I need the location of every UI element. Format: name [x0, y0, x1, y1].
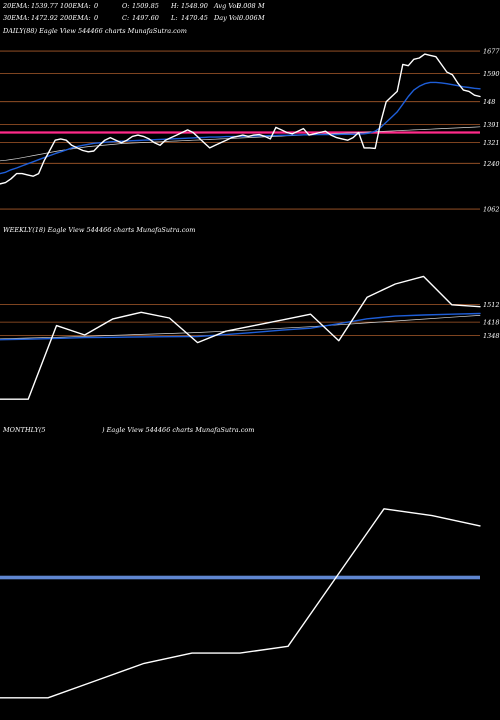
monthly-panel-title-right: ) Eagle View 544466 charts MunafaSutra.c… — [101, 426, 254, 434]
weekly-level-label: 1348 — [483, 332, 500, 340]
daily-panel-title: DAILY(88) Eagle View 544466 charts Munaf… — [2, 27, 187, 35]
ema200-label: 200EMA: — [59, 14, 91, 22]
ema100-label: 100EMA: — [60, 2, 91, 10]
daily-level-label: 1391 — [483, 121, 500, 129]
open-value: 1509.85 — [132, 2, 159, 10]
daily-level-label: 1062 — [483, 206, 500, 214]
weekly-panel: WEEKLY(18) Eagle View 544466 charts Muna… — [0, 226, 500, 400]
weekly-panel-title: WEEKLY(18) Eagle View 544466 charts Muna… — [3, 226, 195, 234]
ema100-value: 0 — [94, 2, 98, 10]
weekly-ema-blue-line — [0, 312, 481, 341]
daily-levels: 1677 1590 148 1391 1321 1240 1062 — [0, 48, 500, 214]
daily-level-label: 1321 — [483, 139, 500, 147]
weekly-series — [0, 275, 481, 400]
low-value: 1470.45 — [181, 14, 208, 22]
ema20-value: 1539.77 — [31, 2, 59, 10]
monthly-series — [0, 508, 481, 699]
ema200-value: 0 — [94, 14, 98, 22]
header-info: 20EMA: 1539.77 100EMA: 0 O: 1509.85 H: 1… — [2, 2, 265, 22]
ema30-label: 30EMA: — [3, 14, 30, 22]
monthly-panel-title-left: MONTHLY(5 — [2, 426, 46, 434]
weekly-ema-thin-line — [0, 315, 481, 340]
day-vol-value: 0.006 — [239, 14, 258, 22]
weekly-price-line — [0, 275, 481, 400]
ema20-label: 20EMA: — [2, 2, 30, 10]
monthly-band-group — [0, 575, 480, 580]
daily-level-label: 1677 — [483, 48, 500, 56]
monthly-band-line — [0, 575, 480, 580]
high-label: H: — [170, 2, 179, 10]
close-value: 1497.60 — [132, 14, 159, 22]
close-label: C: — [122, 14, 129, 22]
weekly-level-label: 1512 — [483, 301, 500, 309]
high-value: 1548.90 — [181, 2, 208, 10]
weekly-levels: 1512 1418 1348 — [0, 301, 500, 340]
daily-level-label: 148 — [483, 98, 495, 106]
daily-level-label: 1590 — [483, 70, 500, 78]
daily-price-line — [0, 53, 481, 185]
daily-level-label: 1240 — [483, 160, 500, 168]
monthly-price-line — [0, 508, 481, 699]
monthly-panel: MONTHLY(5 ) Eagle View 544466 charts Mun… — [0, 426, 481, 699]
day-vol-unit: M — [257, 14, 265, 22]
avg-vol-value: 0.008 — [237, 2, 256, 10]
day-vol-label: Day Vol: — [213, 14, 241, 22]
daily-series — [0, 53, 481, 185]
open-label: O: — [122, 2, 130, 10]
avg-vol-label: Avg Vol: — [213, 2, 241, 10]
avg-vol-unit: M — [257, 2, 265, 10]
daily-panel: DAILY(88) Eagle View 544466 charts Munaf… — [0, 27, 500, 214]
daily-ema-thin-line — [0, 126, 481, 162]
low-label: L: — [170, 14, 178, 22]
weekly-level-label: 1418 — [483, 319, 500, 327]
ema30-value: 1472.92 — [31, 14, 58, 22]
